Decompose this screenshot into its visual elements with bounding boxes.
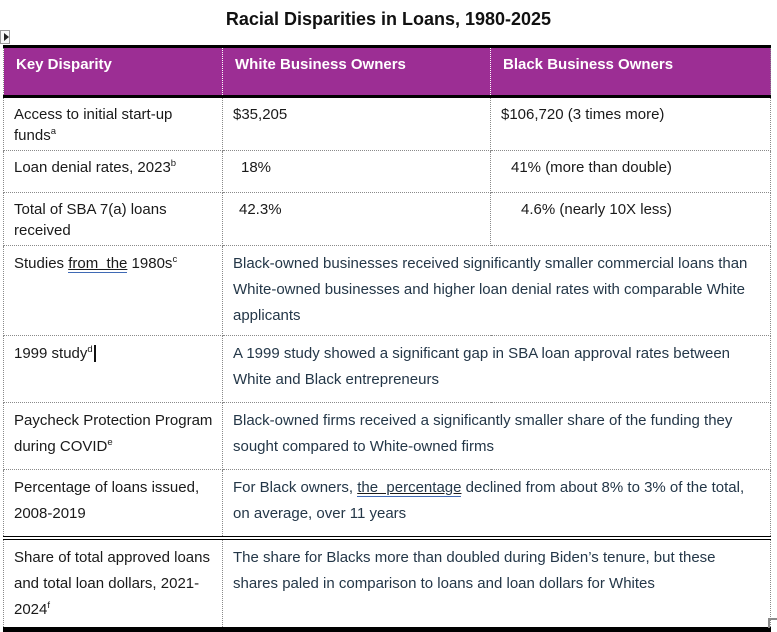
text-segment: the percentage [357,479,462,497]
footnote-marker: f [47,599,51,611]
text-segment: Percentage of loans issued, 2008-2019 [14,479,200,522]
text-segment: 4.6% (nearly 10X less) [521,201,672,218]
column-header-black-owners[interactable]: Black Business Owners [490,45,771,98]
cell-para[interactable]: Black-owned businesses received signific… [222,245,771,336]
footnote-marker: a [50,126,56,137]
text-segment: Share of total approved loans and total … [14,548,210,618]
text-segment: For Black owners, [233,479,358,496]
text-segment: 1980s [127,255,173,272]
header-row: Key Disparity White Business Owners Blac… [3,45,771,98]
cell-val[interactable]: 42.3% [222,192,491,246]
text-segment: 42.3% [239,201,282,218]
cell-val[interactable]: $35,205 [222,96,491,151]
text-segment: The share for Blacks more than doubled d… [233,548,716,592]
table-row: 1999 studyd A 1999 study showed a signifi… [3,335,771,403]
cell-val[interactable]: 41% (more than double) [490,150,771,193]
text-segment: Black-owned businesses received signific… [233,255,748,324]
table-row: Total of SBA 7(a) loans received 42.3% 4.6… [3,192,771,246]
text-segment: Total of SBA 7(a) loans received [14,201,167,239]
text-segment: $106,720 (3 times more) [501,106,665,123]
column-header-key-disparity[interactable]: Key Disparity [3,45,223,98]
cell-key[interactable]: 1999 studyd [3,335,223,403]
table-header: Key Disparity White Business Owners Blac… [3,45,771,98]
text-segment: from the [68,255,128,273]
text-segment: Black-owned firms received a significant… [233,412,733,455]
cell-key[interactable]: Percentage of loans issued, 2008-2019 [3,469,223,538]
text-segment: 1999 study [14,345,88,362]
table-resize-handle[interactable] [768,618,777,628]
cell-key[interactable]: Access to initial start-up fundsa [3,96,223,151]
table-row: Share of total approved loans and total … [3,535,771,630]
cell-key[interactable]: Paycheck Protection Program during COVID… [3,402,223,470]
text-segment: Paycheck Protection Program during COVID [14,412,213,455]
text-segment: 18% [241,159,272,176]
text-segment: Loan denial rates, 2023 [14,159,171,176]
text-segment: 41% (more than double) [511,159,672,176]
text-segment: declined from about 8% to 3% of the tota… [233,479,745,522]
cell-key[interactable]: Loan denial rates, 2023b [3,150,223,193]
page-title[interactable]: Racial Disparities in Loans, 1980-2025 [225,9,552,29]
table-row: Studies from the 1980sc Black-owned busin… [3,245,771,336]
cell-key[interactable]: Total of SBA 7(a) loans received [3,192,223,246]
table-move-handle[interactable] [0,30,10,44]
table-body: Access to initial start-up fundsa $35,205… [3,96,771,630]
table-row: Percentage of loans issued, 2008-2019 For… [3,469,771,538]
text-segment: A 1999 study showed a significant gap in… [233,345,730,388]
footnote-marker: b [170,158,177,169]
cell-val[interactable]: 4.6% (nearly 10X less) [490,192,771,246]
move-arrow-icon [4,33,9,41]
text-cursor [93,345,96,362]
cell-val[interactable]: 18% [222,150,491,193]
text-segment: Studies [14,255,69,272]
cell-para[interactable]: A 1999 study showed a significant gap in… [222,335,771,403]
footnote-marker: d [87,344,93,355]
footnote-marker: c [172,254,178,265]
table-row: Access to initial start-up fundsa $35,205… [3,96,771,151]
cell-para[interactable]: For Black owners, the percentage decline… [222,469,771,538]
cell-para[interactable]: Black-owned firms received a significant… [222,402,771,470]
cell-para[interactable]: The share for Blacks more than doubled d… [222,535,771,630]
table-row: Paycheck Protection Program during COVID… [3,402,771,470]
disparity-table: Key Disparity White Business Owners Blac… [3,45,771,632]
cell-key[interactable]: Studies from the 1980sc [3,245,223,336]
cell-val[interactable]: $106,720 (3 times more) [490,96,771,151]
text-segment: Access to initial start-up funds [14,106,173,144]
column-header-white-owners[interactable]: White Business Owners [222,45,491,98]
text-segment: $35,205 [233,106,288,123]
table-row: Loan denial rates, 2023b 18% 41% (more tha… [3,150,771,193]
footnote-marker: e [107,437,113,448]
cell-key[interactable]: Share of total approved loans and total … [3,535,223,630]
